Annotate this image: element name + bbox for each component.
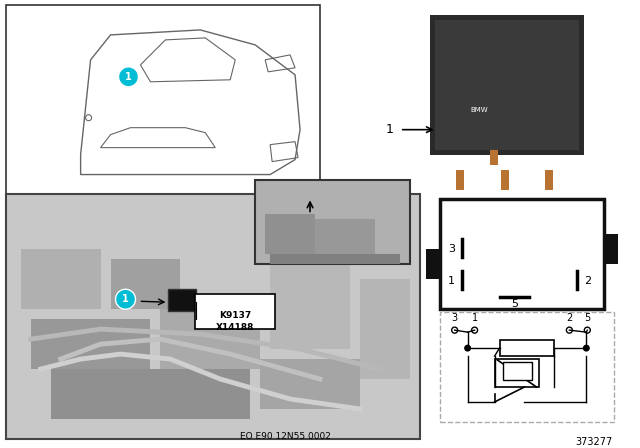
Text: 1: 1 <box>122 294 129 304</box>
Circle shape <box>583 345 590 352</box>
Bar <box>270 259 350 349</box>
Text: 2: 2 <box>566 313 573 323</box>
Text: EO E90 12N55 0002: EO E90 12N55 0002 <box>239 432 330 441</box>
Text: 1: 1 <box>386 123 394 136</box>
Bar <box>360 279 410 379</box>
Text: 3: 3 <box>452 313 458 323</box>
Text: 373277: 373277 <box>575 437 613 447</box>
Text: K9137: K9137 <box>219 311 252 320</box>
Bar <box>51 369 250 419</box>
Bar <box>255 180 410 264</box>
Bar <box>604 234 618 264</box>
Bar <box>20 250 100 309</box>
Bar <box>495 359 540 387</box>
Bar <box>31 319 150 369</box>
Bar <box>6 5 320 194</box>
Bar <box>545 169 554 190</box>
Bar <box>265 215 315 254</box>
Text: 2: 2 <box>584 276 591 286</box>
Text: BMW: BMW <box>471 107 488 113</box>
Bar <box>270 254 400 264</box>
Circle shape <box>116 289 136 309</box>
Circle shape <box>464 345 471 352</box>
Bar <box>502 362 532 380</box>
Bar <box>111 259 180 309</box>
Text: 5: 5 <box>511 299 518 309</box>
Bar <box>195 294 275 329</box>
Circle shape <box>118 67 138 87</box>
Bar <box>260 359 360 409</box>
Bar <box>161 309 260 369</box>
Bar <box>429 15 584 155</box>
Bar <box>435 20 579 150</box>
Bar <box>500 169 509 190</box>
Bar <box>168 289 196 311</box>
Text: 1: 1 <box>472 313 477 323</box>
Bar <box>6 194 420 439</box>
Bar <box>426 250 440 279</box>
Text: 3: 3 <box>448 244 455 254</box>
Bar <box>440 199 604 309</box>
Text: X14188: X14188 <box>216 323 255 332</box>
Text: 1: 1 <box>125 72 132 82</box>
Bar <box>440 312 614 422</box>
Text: 1: 1 <box>448 276 455 286</box>
Bar <box>456 169 463 190</box>
Bar <box>315 220 375 254</box>
Bar <box>490 150 497 164</box>
Text: 5: 5 <box>584 313 591 323</box>
Bar <box>500 340 554 356</box>
